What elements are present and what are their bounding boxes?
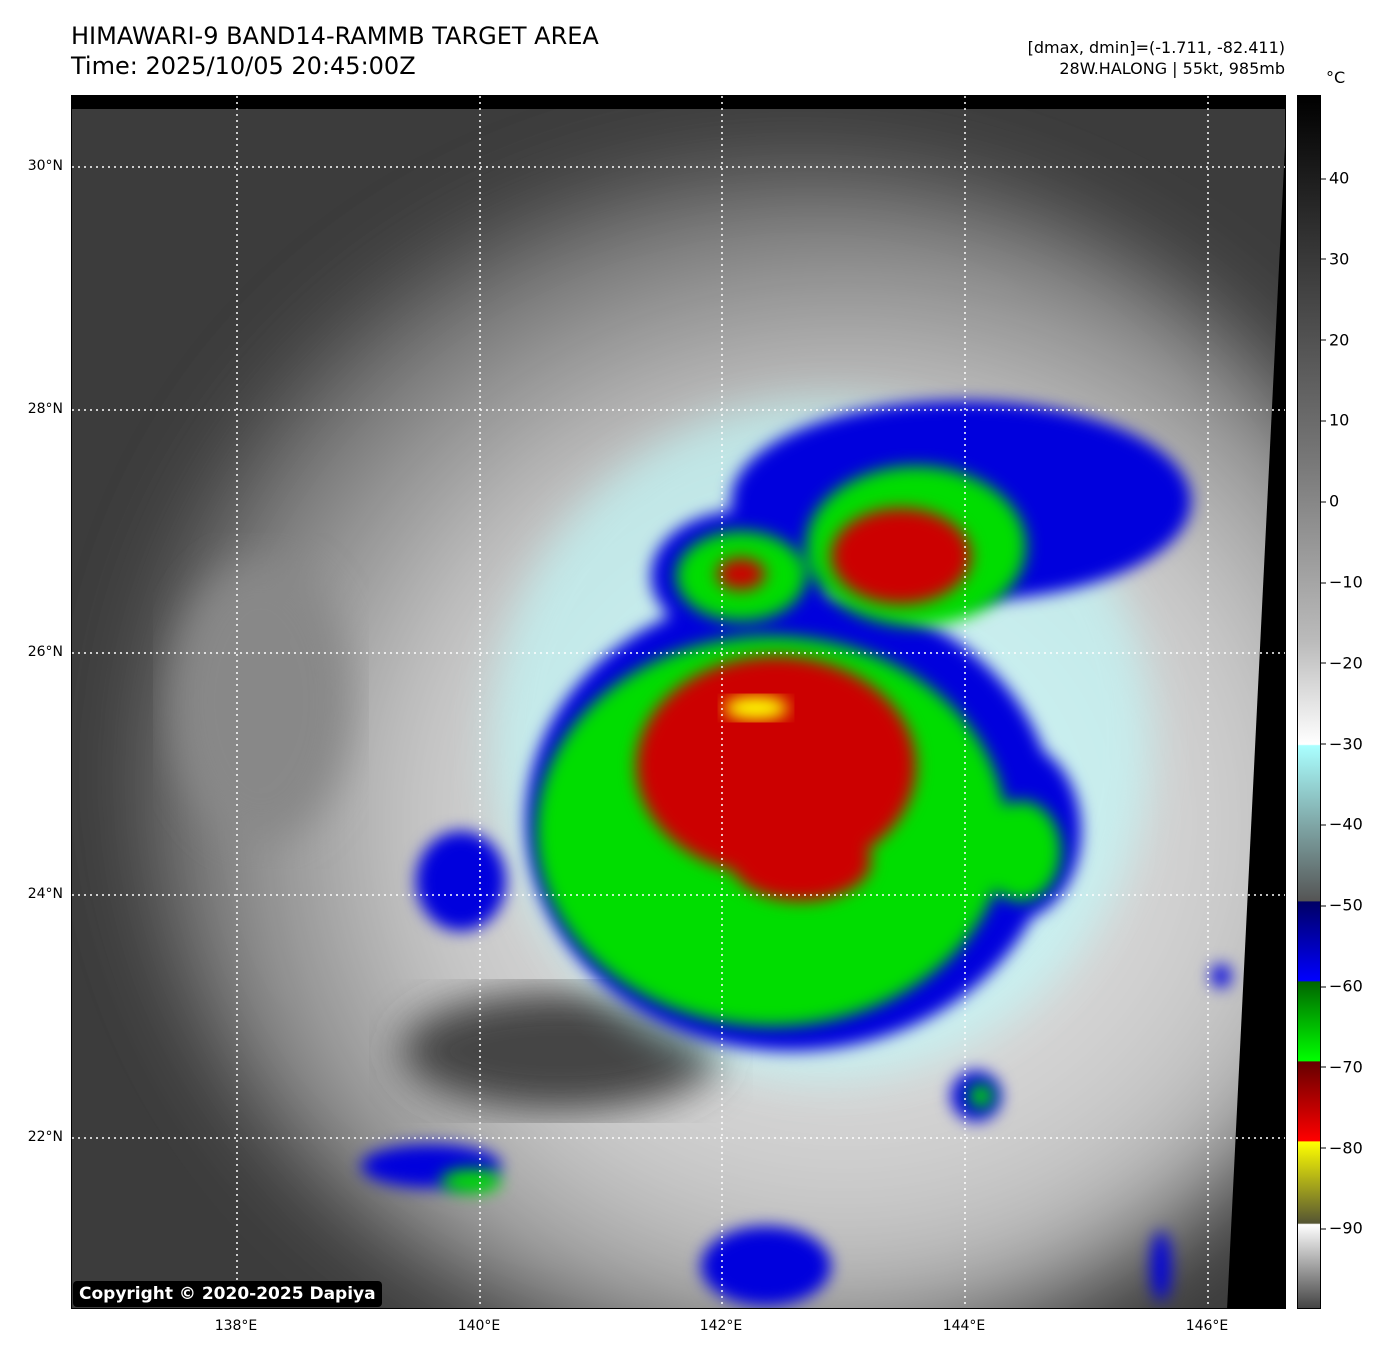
colorbar-tick: −80 [1321, 1138, 1363, 1158]
colorbar-tick: −20 [1321, 653, 1363, 673]
colorbar-tick: −90 [1321, 1218, 1363, 1238]
colorbar-tick: −70 [1321, 1057, 1363, 1077]
lat-label: 24°N [27, 886, 63, 902]
lat-label: 22°N [27, 1129, 63, 1145]
graticule [72, 96, 1285, 1308]
satellite-image [71, 95, 1286, 1309]
colorbar [1297, 95, 1321, 1309]
storm-info: 28W.HALONG | 55kt, 985mb [1059, 59, 1285, 78]
lat-label: 28°N [27, 401, 63, 417]
lon-label: 146°E [1185, 1318, 1229, 1334]
lon-label: 144°E [942, 1318, 986, 1334]
lon-label: 138°E [214, 1318, 258, 1334]
coldest-tops [724, 696, 788, 720]
colorbar-unit: °C [1326, 68, 1346, 87]
timestamp: Time: 2025/10/05 20:45:00Z [71, 52, 416, 80]
lat-label: 26°N [27, 644, 63, 660]
colorbar-tick: 0 [1320, 491, 1340, 511]
colorbar-tick: −60 [1321, 976, 1363, 996]
colorbar-tick: 10 [1320, 410, 1350, 430]
colorbar-tick: −50 [1321, 895, 1363, 915]
chart-title: HIMAWARI-9 BAND14-RAMMB TARGET AREA [71, 22, 599, 50]
colorbar-tick: −40 [1321, 814, 1363, 834]
colorbar-tick: −30 [1321, 734, 1363, 754]
lon-label: 142°E [699, 1318, 743, 1334]
ir-imagery [72, 96, 1285, 1308]
colorbar-tick: 30 [1320, 249, 1350, 269]
colorbar-tick: −10 [1321, 572, 1363, 592]
colorbar-tick: 40 [1320, 168, 1350, 188]
copyright-label: Copyright © 2020-2025 Dapiya [73, 1281, 382, 1307]
lon-label: 140°E [457, 1318, 501, 1334]
colorbar-tick: 20 [1320, 330, 1350, 350]
data-range: [dmax, dmin]=(-1.711, -82.411) [1027, 38, 1285, 57]
lat-label: 30°N [27, 158, 63, 174]
